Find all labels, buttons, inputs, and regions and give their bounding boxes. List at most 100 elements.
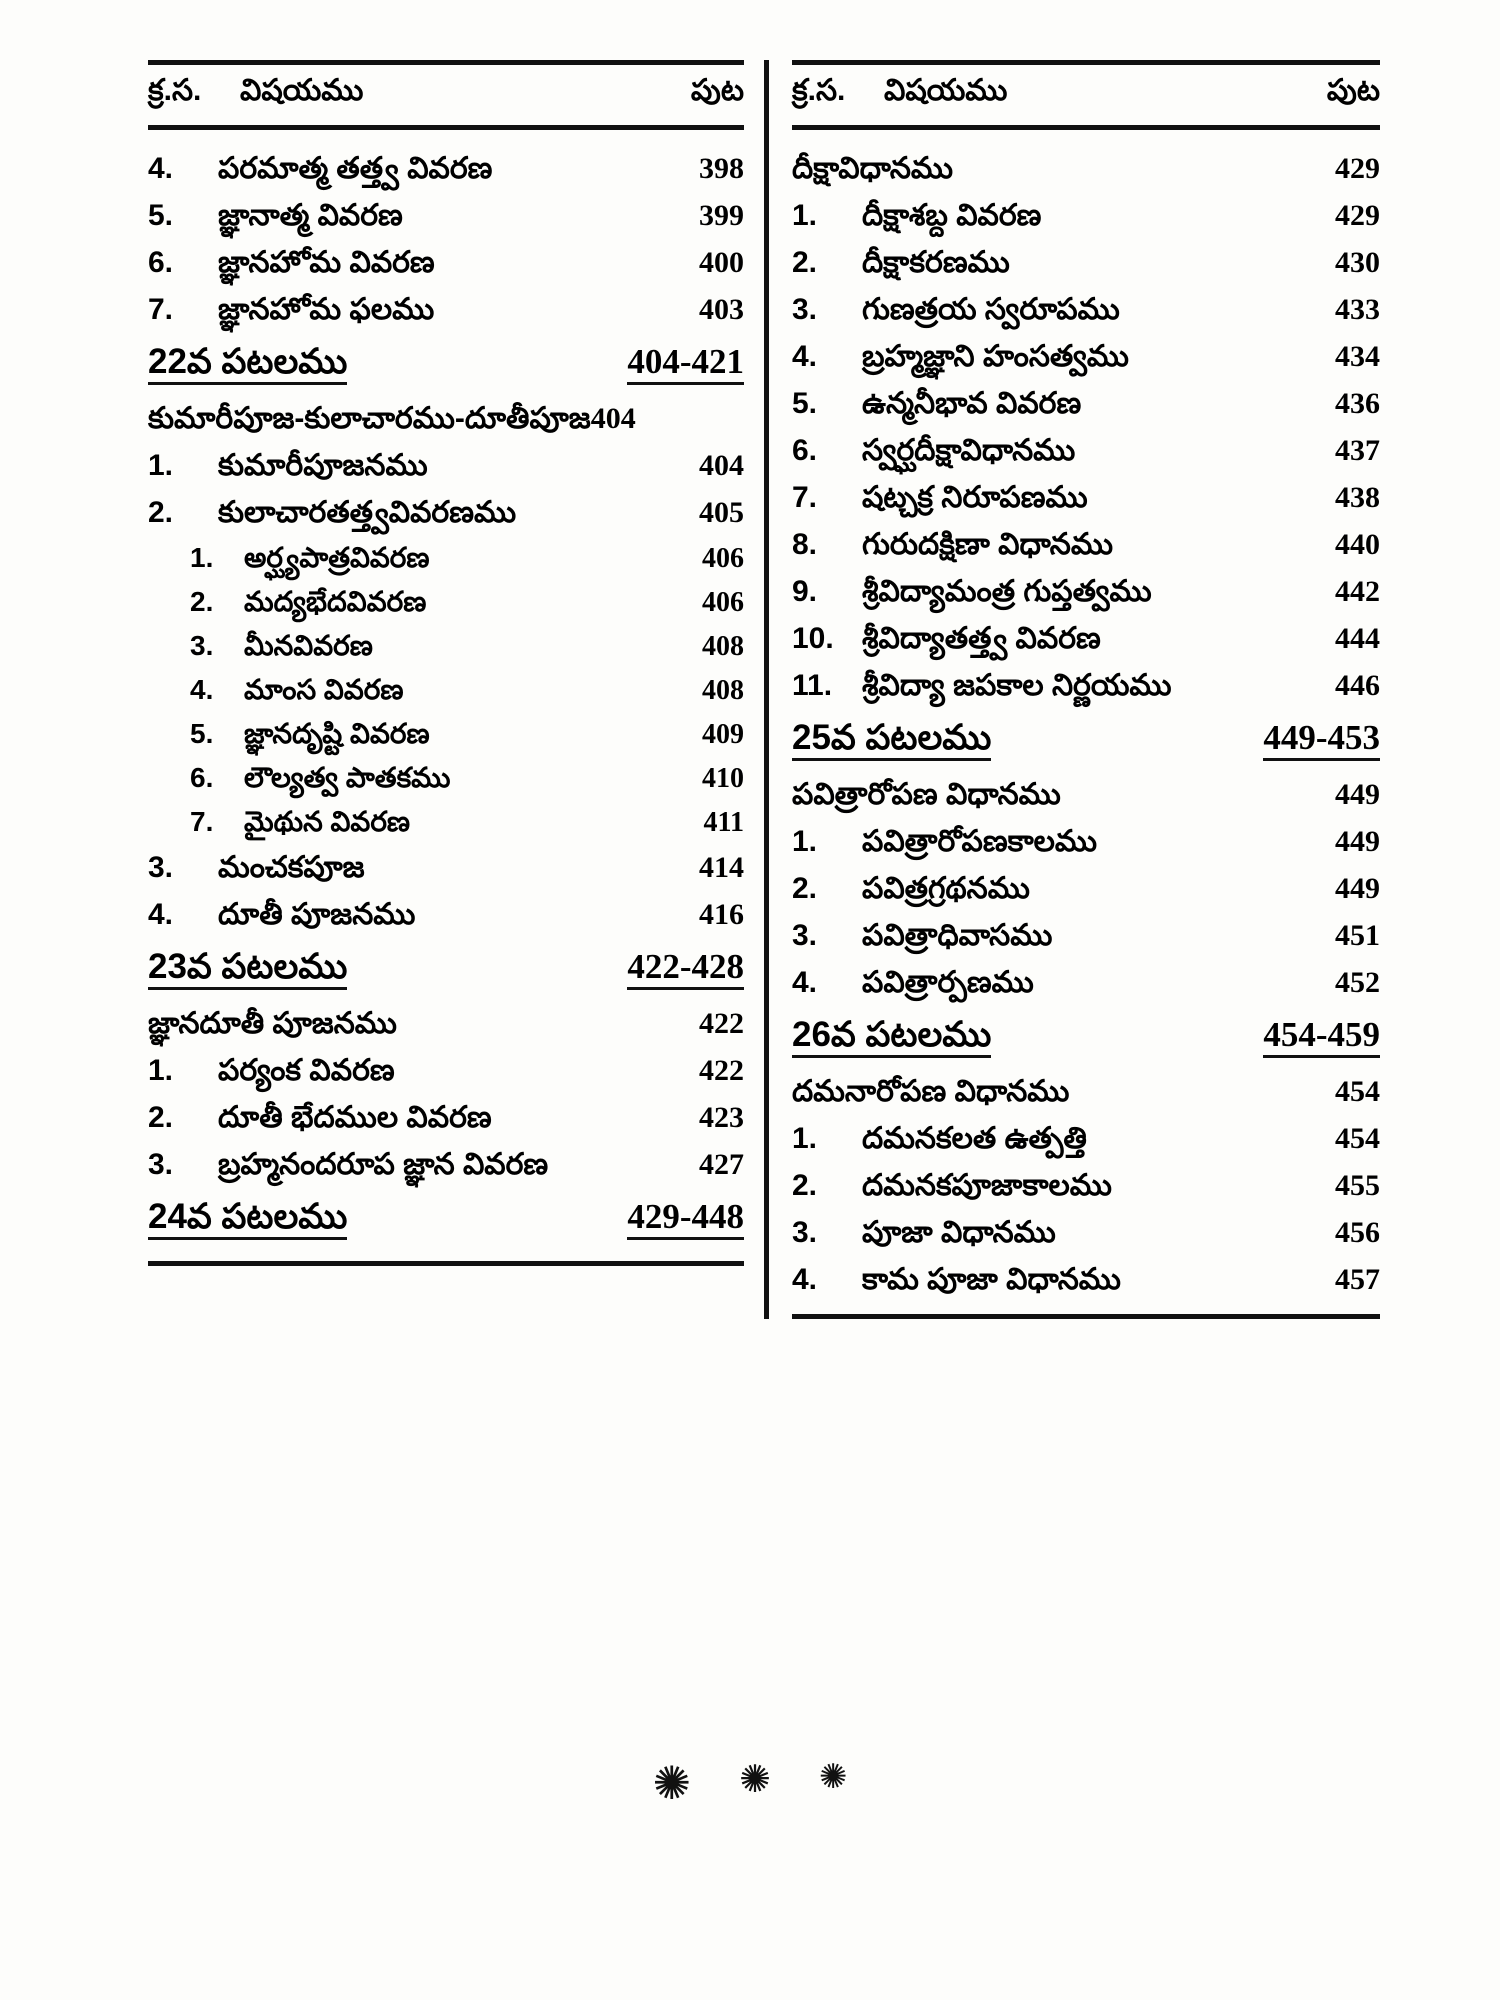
toc-item-title: మైథున వివరణ bbox=[244, 806, 411, 837]
toc-item-number: 1. bbox=[190, 542, 214, 573]
toc-section-row[interactable]: కుమారీపూజ-కులాచారము-దూతీపూజ 404 bbox=[148, 396, 744, 443]
toc-rows-left: 4. పరమాత్మ తత్త్వ వివరణ 398 5. జ్ఞానాత్మ వివ… bbox=[148, 130, 744, 1251]
toc-item-page: 404 bbox=[699, 449, 744, 482]
toc-item-page: 404 bbox=[590, 402, 636, 435]
toc-item-title: జ్ఞానహోమ ఫలము bbox=[218, 293, 435, 326]
toc-item-number: 6. bbox=[148, 246, 174, 279]
toc-item-number: 5. bbox=[190, 718, 214, 749]
toc-item-number: 2. bbox=[792, 872, 818, 905]
toc-item-page: 409 bbox=[702, 719, 744, 750]
toc-item-page: 400 bbox=[699, 246, 744, 279]
toc-item-page: 423 bbox=[699, 1101, 744, 1134]
toc-item-title: అర్ఘ్యపాత్రవివరణ bbox=[244, 542, 430, 573]
toc-item-number: 1. bbox=[792, 1122, 818, 1155]
toc-item-page: 398 bbox=[699, 152, 744, 185]
toc-item-row[interactable]: 1. పవిత్రారోపణకాలము 449 bbox=[792, 819, 1380, 866]
toc-item-title: మద్యభేదవివరణ bbox=[244, 586, 427, 617]
toc-chapter-pagerange: 429-448 bbox=[627, 1199, 744, 1240]
toc-chapter-heading[interactable]: 24వ పటలము 429-448 bbox=[148, 1189, 744, 1251]
toc-item-number: 4. bbox=[792, 1263, 818, 1296]
toc-item-row[interactable]: 3. పవిత్రాధివాసము 451 bbox=[792, 913, 1380, 960]
toc-item-row[interactable]: 1. కుమారీపూజనము 404 bbox=[148, 443, 744, 490]
toc-item-row[interactable]: 11. శ్రీవిద్యా జపకాల నిర్ణయము 446 bbox=[792, 663, 1380, 710]
toc-item-row[interactable]: 9. శ్రీవిద్యామంత్ర గుప్తత్వము 442 bbox=[792, 569, 1380, 616]
toc-item-page: 454 bbox=[1335, 1122, 1380, 1155]
toc-item-row[interactable]: 2. దీక్షాకరణము 430 bbox=[792, 240, 1380, 287]
toc-section-row[interactable]: దమనారోపణ విధానము 454 bbox=[792, 1069, 1380, 1116]
header-rule-top bbox=[148, 60, 744, 65]
toc-item-number: 4. bbox=[792, 340, 818, 373]
toc-section-row[interactable]: పవిత్రారోపణ విధానము 449 bbox=[792, 772, 1380, 819]
toc-item-row[interactable]: 2. దమనకపూజాకాలము 455 bbox=[792, 1163, 1380, 1210]
toc-item-row[interactable]: 4. దూతీ పూజనము 416 bbox=[148, 892, 744, 939]
toc-chapter-heading[interactable]: 23వ పటలము 422-428 bbox=[148, 939, 744, 1001]
toc-item-page: 449 bbox=[1335, 872, 1380, 905]
toc-chapter-heading[interactable]: 25వ పటలము 449-453 bbox=[792, 710, 1380, 772]
toc-chapter-heading[interactable]: 26వ పటలము 454-459 bbox=[792, 1007, 1380, 1069]
page-ornaments: ✺ ✺ ✺ bbox=[0, 1760, 1500, 1806]
toc-subitem-row[interactable]: 7. మైథున వివరణ 411 bbox=[148, 801, 744, 845]
toc-item-row[interactable]: 6. జ్ఞానహోమ వివరణ 400 bbox=[148, 240, 744, 287]
toc-subitem-row[interactable]: 2. మద్యభేదవివరణ 406 bbox=[148, 581, 744, 625]
asterisk-ornament-icon: ✺ bbox=[739, 1757, 771, 1801]
toc-item-row[interactable]: 7. జ్ఞానహోమ ఫలము 403 bbox=[148, 287, 744, 334]
toc-item-title: పవిత్రగ్రథనము bbox=[862, 872, 1030, 905]
header-rule-bottom bbox=[148, 125, 744, 130]
toc-chapter-title: 24వ పటలము bbox=[148, 1199, 348, 1240]
toc-item-row[interactable]: 8. గురుదక్షిణా విధానము 440 bbox=[792, 522, 1380, 569]
toc-item-row[interactable]: 10. శ్రీవిద్యాతత్త్వ వివరణ 444 bbox=[792, 616, 1380, 663]
column-closing-rule-right bbox=[792, 1314, 1380, 1319]
toc-item-title: లౌల్యత్వ పాతకము bbox=[244, 762, 451, 793]
toc-item-row[interactable]: 7. షట్చక్ర నిరూపణము 438 bbox=[792, 475, 1380, 522]
toc-item-row[interactable]: 2. కులాచారతత్త్వవివరణము 405 bbox=[148, 490, 744, 537]
toc-item-row[interactable]: 5. జ్ఞానాత్మ వివరణ 399 bbox=[148, 193, 744, 240]
toc-item-page: 437 bbox=[1335, 434, 1380, 467]
toc-item-page: 449 bbox=[1335, 778, 1380, 811]
toc-subitem-row[interactable]: 4. మాంస వివరణ 408 bbox=[148, 669, 744, 713]
toc-item-row[interactable]: 1. పర్యంక వివరణ 422 bbox=[148, 1048, 744, 1095]
toc-section-row[interactable]: దీక్షావిధానము 429 bbox=[792, 146, 1380, 193]
toc-subitem-row[interactable]: 3. మీనవివరణ 408 bbox=[148, 625, 744, 669]
column-divider bbox=[764, 60, 769, 1319]
toc-chapter-title: 23వ పటలము bbox=[148, 949, 348, 990]
toc-item-row[interactable]: 6. స్వర్ఘదీక్షావిధానము 437 bbox=[792, 428, 1380, 475]
toc-item-number: 3. bbox=[148, 1148, 174, 1181]
toc-item-number: 1. bbox=[792, 825, 818, 858]
toc-columns: క్ర.స. విషయము పుట 4. పరమాత్మ తత్త్వ వివరణ… bbox=[148, 60, 1380, 1319]
toc-item-title: కులాచారతత్త్వవివరణము bbox=[218, 496, 517, 529]
toc-item-page: 422 bbox=[699, 1007, 744, 1040]
header-rule-top bbox=[792, 60, 1380, 65]
toc-section-row[interactable]: జ్ఞానదూతీ పూజనము 422 bbox=[148, 1001, 744, 1048]
toc-subitem-row[interactable]: 5. జ్ఞానదృష్టి వివరణ 409 bbox=[148, 713, 744, 757]
toc-item-number: 3. bbox=[792, 919, 818, 952]
toc-item-title: గురుదక్షిణా విధానము bbox=[862, 528, 1113, 561]
toc-subitem-row[interactable]: 1. అర్ఘ్యపాత్రవివరణ 406 bbox=[148, 537, 744, 581]
toc-item-row[interactable]: 3. బ్రహ్మనందరూప జ్ఞాన వివరణ 427 bbox=[148, 1142, 744, 1189]
toc-item-title: మంచకపూజ bbox=[218, 851, 365, 884]
toc-item-row[interactable]: 4. కామ పూజా విధానము 457 bbox=[792, 1257, 1380, 1304]
toc-item-page: 427 bbox=[699, 1148, 744, 1181]
toc-item-row[interactable]: 1. దీక్షాశబ్ద వివరణ 429 bbox=[792, 193, 1380, 240]
toc-item-page: 446 bbox=[1335, 669, 1380, 702]
toc-item-row[interactable]: 4. బ్రహ్మజ్ఞాని హంసత్వము 434 bbox=[792, 334, 1380, 381]
toc-item-title: పవిత్రారోపణకాలము bbox=[862, 825, 1098, 858]
toc-item-row[interactable]: 4. పరమాత్మ తత్త్వ వివరణ 398 bbox=[148, 146, 744, 193]
toc-item-row[interactable]: 1. దమనకలత ఉత్పత్తి 454 bbox=[792, 1116, 1380, 1163]
toc-item-row[interactable]: 2. పవిత్రగ్రథనము 449 bbox=[792, 866, 1380, 913]
toc-chapter-heading[interactable]: 22వ పటలము 404-421 bbox=[148, 334, 744, 396]
toc-item-row[interactable]: 3. మంచకపూజ 414 bbox=[148, 845, 744, 892]
toc-item-row[interactable]: 4. పవిత్రార్పణము 452 bbox=[792, 960, 1380, 1007]
toc-item-title: పరమాత్మ తత్త్వ వివరణ bbox=[218, 152, 493, 185]
toc-item-title: దమనారోపణ విధానము bbox=[792, 1075, 1070, 1108]
toc-item-title: కుమారీపూజ-కులాచారము-దూతీపూజ bbox=[148, 402, 591, 435]
toc-subitem-row[interactable]: 6. లౌల్యత్వ పాతకము 410 bbox=[148, 757, 744, 801]
column-header-left: క్ర.స. విషయము పుట bbox=[148, 65, 744, 125]
toc-item-number: 4. bbox=[792, 966, 818, 999]
toc-item-row[interactable]: 3. పూజా విధానము 456 bbox=[792, 1210, 1380, 1257]
toc-item-row[interactable]: 5. ఉన్మనీభావ వివరణ 436 bbox=[792, 381, 1380, 428]
toc-item-row[interactable]: 2. దూతీ భేదముల వివరణ 423 bbox=[148, 1095, 744, 1142]
toc-item-row[interactable]: 3. గుణత్రయ స్వరూపము 433 bbox=[792, 287, 1380, 334]
toc-item-page: 430 bbox=[1335, 246, 1380, 279]
toc-item-page: 429 bbox=[1335, 199, 1380, 232]
toc-item-page: 442 bbox=[1335, 575, 1380, 608]
